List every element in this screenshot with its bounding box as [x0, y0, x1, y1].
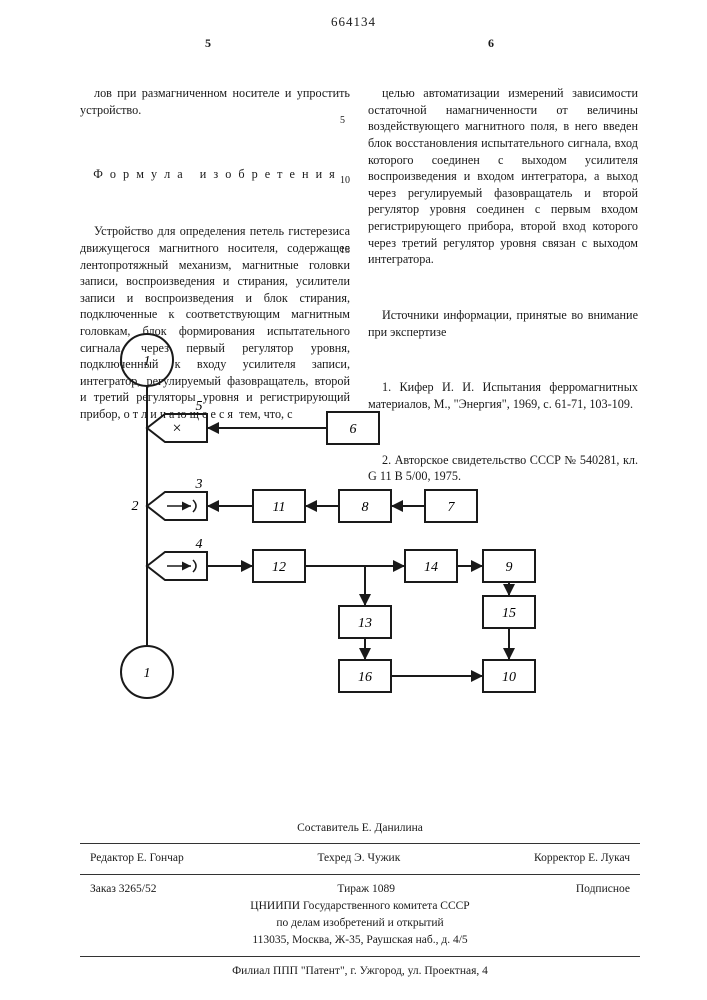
footer-editor: Редактор Е. Гончар	[90, 850, 184, 867]
svg-text:10: 10	[502, 670, 516, 685]
svg-text:14: 14	[424, 560, 438, 575]
footer-addr: 113035, Москва, Ж-35, Раушская наб., д. …	[80, 932, 640, 949]
page-number-right: 6	[488, 36, 494, 51]
formula-heading: Ф о р м у л а и з о б р е т е н и я	[80, 166, 350, 183]
footer-sign: Подписное	[576, 881, 630, 898]
svg-text:12: 12	[272, 560, 286, 575]
svg-text:7: 7	[448, 500, 456, 515]
block-diagram: 11×5324611871214913151610	[105, 320, 575, 700]
footer-org1: ЦНИИПИ Государственного комитета СССР	[80, 898, 640, 915]
svg-text:9: 9	[506, 560, 513, 575]
svg-text:8: 8	[362, 500, 369, 515]
left-para-1: лов при размагниченном носителе и упрост…	[80, 85, 350, 118]
footer-org2: по делам изобретений и открытий	[80, 915, 640, 932]
svg-text:4: 4	[196, 537, 203, 552]
svg-text:2: 2	[132, 499, 139, 514]
footer-tech: Техред Э. Чужик	[317, 850, 400, 867]
right-para-1: целью автоматизации измерений зависимост…	[368, 85, 638, 268]
svg-text:1: 1	[144, 666, 151, 681]
svg-text:3: 3	[195, 477, 203, 492]
document-number: 664134	[331, 14, 376, 30]
svg-text:16: 16	[358, 670, 372, 685]
footer-compiler: Составитель Е. Данилина	[80, 820, 640, 837]
footer-tirazh: Тираж 1089	[337, 881, 395, 898]
page: 664134 5 6 5 10 15 лов при размагниченно…	[0, 0, 707, 1000]
footer-order: Заказ 3265/52	[90, 881, 157, 898]
svg-text:×: ×	[172, 420, 181, 437]
svg-text:15: 15	[502, 606, 516, 621]
svg-text:11: 11	[273, 500, 286, 515]
svg-text:13: 13	[358, 616, 372, 631]
page-number-left: 5	[205, 36, 211, 51]
svg-text:5: 5	[196, 399, 203, 414]
footer-filial: Филиал ППП "Патент", г. Ужгород, ул. Про…	[80, 963, 640, 980]
svg-text:1: 1	[144, 354, 151, 369]
footer: Составитель Е. Данилина Редактор Е. Гонч…	[80, 820, 640, 980]
footer-corrector: Корректор Е. Лукач	[534, 850, 630, 867]
svg-text:6: 6	[350, 422, 357, 437]
